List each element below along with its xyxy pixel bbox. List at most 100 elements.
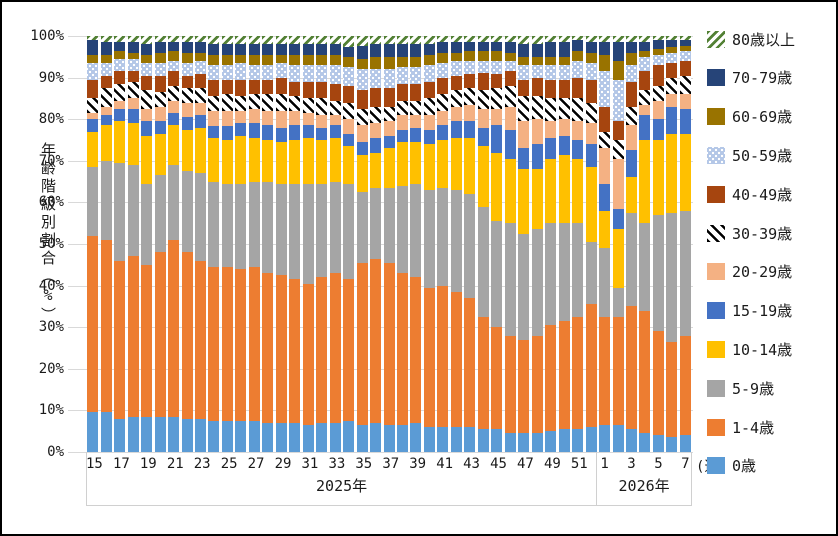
segment-10-14歳	[154, 133, 166, 176]
segment-50-59歳	[343, 67, 355, 86]
bar-week-41	[437, 36, 449, 452]
x-tick-label: 17	[112, 456, 130, 472]
segment-80歳以上	[504, 36, 516, 43]
segment-60-69歳	[370, 56, 382, 70]
segment-10-14歳	[87, 131, 99, 168]
segment-5-9歳	[370, 187, 382, 259]
segment-20-29歳	[343, 119, 355, 134]
segment-40-49歳	[302, 81, 314, 99]
segment-50-59歳	[87, 63, 99, 80]
segment-20-29歳	[141, 108, 153, 122]
segment-1-4歳	[397, 273, 409, 425]
segment-20-29歳	[612, 158, 624, 209]
bar-week-48	[531, 36, 543, 452]
segment-80歳以上	[518, 36, 530, 45]
segment-50-59歳	[356, 69, 368, 91]
segment-5-9歳	[585, 241, 597, 305]
segment-5-9歳	[302, 183, 314, 284]
segment-60-69歳	[316, 54, 328, 66]
x-tick-label: 1	[600, 456, 609, 472]
segment-50-59歳	[114, 58, 126, 72]
segment-70-79歳	[370, 44, 382, 57]
bar-slot-week-15	[86, 36, 99, 452]
segment-0歳	[168, 416, 180, 452]
segment-20-29歳	[127, 98, 139, 109]
segment-10-14歳	[450, 137, 462, 190]
segment-1-4歳	[491, 327, 503, 430]
segment-1-4歳	[356, 262, 368, 425]
x-tick-label	[530, 456, 543, 472]
segment-70-79歳	[262, 44, 274, 55]
segment-20-29歳	[302, 113, 314, 126]
segment-70-79歳	[248, 44, 260, 55]
segment-15-19歳	[679, 108, 691, 134]
segment-60-69歳	[423, 54, 435, 66]
legend-item-20-29歳: 20-29歳	[707, 262, 835, 282]
legend-swatch	[707, 379, 725, 397]
bar-week-43	[464, 36, 476, 452]
segment-50-59歳	[599, 71, 611, 107]
segment-70-79歳	[558, 42, 570, 57]
segment-0歳	[410, 422, 422, 452]
segment-0歳	[181, 418, 193, 452]
segment-50-59歳	[450, 61, 462, 76]
segment-20-29歳	[599, 148, 611, 184]
segment-60-69歳	[208, 54, 220, 66]
segment-5-9歳	[652, 214, 664, 332]
segment-15-19歳	[464, 121, 476, 138]
segment-50-59歳	[531, 65, 543, 78]
bar-week-16	[100, 36, 112, 452]
bar-week-19	[141, 36, 153, 452]
segment-80歳以上	[221, 36, 233, 45]
segment-60-69歳	[302, 54, 314, 66]
segment-10-14歳	[194, 127, 206, 174]
segment-5-9歳	[208, 181, 220, 267]
segment-60-69歳	[87, 54, 99, 64]
segment-60-69歳	[383, 56, 395, 70]
bar-slot-week-29	[275, 36, 288, 452]
y-axis-title: 年齢階級別割合（%）	[39, 142, 57, 325]
segment-40-49歳	[356, 90, 368, 109]
segment-50-59歳	[208, 65, 220, 80]
segment-70-79歳	[612, 42, 624, 62]
bar-slot-week-49	[544, 36, 557, 452]
bar-week-6	[666, 36, 678, 452]
bar-slot-week-20	[153, 36, 166, 452]
segment-80歳以上	[437, 36, 449, 43]
x-tick-label: 7	[681, 456, 690, 472]
segment-10-14歳	[302, 137, 314, 184]
segment-30-39歳	[410, 100, 422, 116]
bar-week-27	[248, 36, 260, 452]
segment-5-9歳	[679, 210, 691, 336]
segment-1-4歳	[181, 252, 193, 419]
bar-week-44	[477, 36, 489, 452]
segment-50-59歳	[370, 69, 382, 89]
segment-70-79歳	[437, 42, 449, 53]
segment-20-29歳	[316, 115, 328, 128]
segment-5-9歳	[141, 183, 153, 265]
segment-50-59歳	[397, 67, 409, 84]
segment-0歳	[194, 418, 206, 452]
segment-10-14歳	[679, 133, 691, 211]
segment-30-39歳	[221, 94, 233, 111]
segment-30-39歳	[558, 98, 570, 120]
segment-15-19歳	[221, 125, 233, 141]
segment-80歳以上	[181, 36, 193, 43]
segment-60-69歳	[625, 52, 637, 66]
legend-item-0歳: 0歳	[707, 456, 835, 476]
x-tick-label: 45	[490, 456, 507, 472]
segment-0歳	[652, 435, 664, 452]
segment-30-39歳	[572, 98, 584, 122]
bar-slot-week-21	[167, 36, 180, 452]
x-tick-label	[261, 456, 274, 472]
segment-40-49歳	[370, 88, 382, 107]
legend-label: 5-9歳	[732, 379, 775, 398]
segment-5-9歳	[316, 183, 328, 278]
segment-50-59歳	[100, 63, 112, 76]
bar-slot-week-30	[288, 36, 301, 452]
segment-15-19歳	[545, 137, 557, 159]
segment-20-29歳	[262, 110, 274, 126]
segment-1-4歳	[208, 266, 220, 421]
bar-week-39	[410, 36, 422, 452]
segment-10-14歳	[356, 154, 368, 193]
